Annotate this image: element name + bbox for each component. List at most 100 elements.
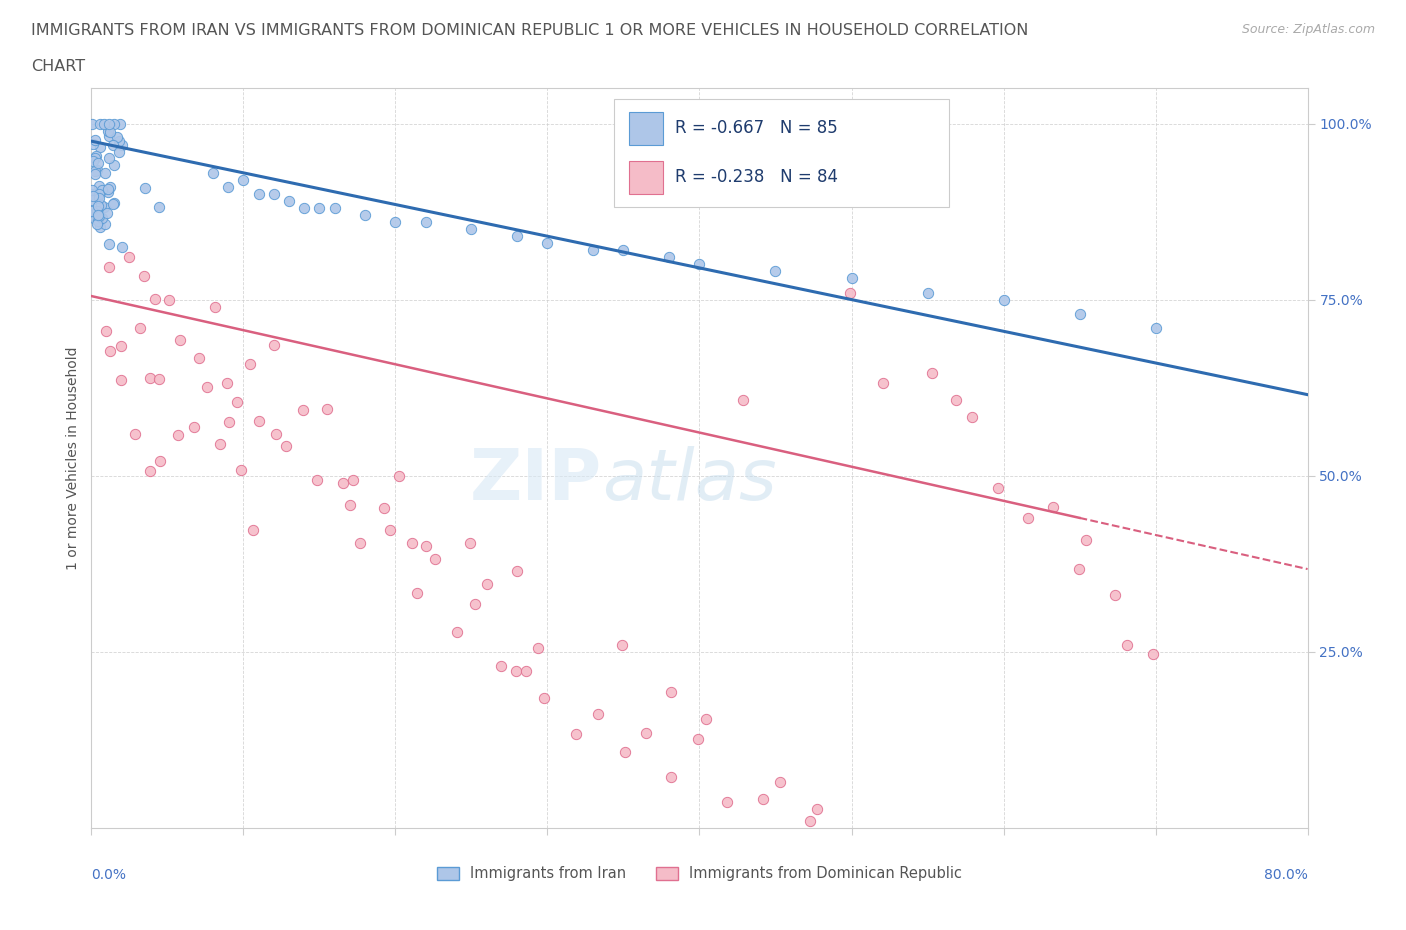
Point [94,324,117,339]
Point [388,469,411,484]
Point [91,211,114,226]
Point [118,250,141,265]
Point [157,293,180,308]
Point [384,215,406,230]
Point [634,725,657,740]
Point [458,536,481,551]
Point [342,472,364,487]
Text: R = -0.238   N = 84: R = -0.238 N = 84 [675,168,838,186]
Text: CHART: CHART [31,59,84,73]
Point [218,414,240,429]
Point [406,586,429,601]
Point [1074,532,1097,547]
Point [108,116,131,131]
Point [841,271,863,286]
Point [86,207,108,222]
Point [506,229,529,244]
Point [423,551,446,566]
Point [100,179,122,194]
Point [134,269,156,284]
Point [93,166,115,180]
Point [305,472,328,487]
Point [108,145,131,160]
Point [89,191,111,206]
Point [139,464,162,479]
Point [1069,306,1091,321]
Point [464,597,486,612]
Point [278,193,301,208]
Point [90,198,112,213]
Point [82,116,104,131]
Point [515,663,537,678]
Point [208,436,231,451]
Point [82,154,104,169]
Point [86,203,108,218]
Point [536,236,558,251]
Point [97,184,120,199]
Point [89,219,111,234]
Point [84,132,107,147]
Point [612,638,634,653]
Point [84,164,107,179]
Point [183,419,205,434]
Point [1142,646,1164,661]
Point [86,148,108,163]
Point [1104,588,1126,603]
Point [97,116,120,131]
Point [80,193,103,207]
Point [308,201,330,216]
Point [97,260,120,275]
Point [98,125,121,140]
Point [111,240,134,255]
Point [101,138,124,153]
Point [872,376,894,391]
Point [89,140,111,154]
Point [291,402,314,417]
Point [292,201,315,216]
Point [202,166,225,180]
Point [1017,511,1039,525]
Point [263,338,285,352]
Point [87,186,110,201]
Point [103,157,125,172]
Text: Source: ZipAtlas.com: Source: ZipAtlas.com [1241,23,1375,36]
Point [82,188,104,203]
Point [1042,499,1064,514]
Point [86,163,108,178]
Point [505,663,527,678]
Point [731,392,754,407]
Point [148,199,170,214]
Point [82,207,104,222]
Point [799,813,821,828]
Point [921,365,943,380]
Point [323,201,346,216]
Point [167,428,190,443]
Point [232,172,254,187]
Text: IMMIGRANTS FROM IRAN VS IMMIGRANTS FROM DOMINICAN REPUBLIC 1 OR MORE VEHICLES IN: IMMIGRANTS FROM IRAN VS IMMIGRANTS FROM … [31,23,1028,38]
Text: atlas: atlas [602,445,776,514]
Point [765,264,787,279]
Bar [628,112,664,145]
Point [139,371,162,386]
Point [105,129,128,144]
Point [148,454,170,469]
Point [349,535,371,550]
Point [1069,562,1091,577]
Point [217,179,239,194]
Point [93,216,115,231]
Legend: Immigrants from Iran, Immigrants from Dominican Republic: Immigrants from Iran, Immigrants from Do… [432,860,967,887]
Point [124,427,146,442]
Point [217,375,239,390]
Point [264,427,287,442]
Point [401,536,423,551]
Point [98,236,121,251]
Point [98,343,121,358]
Point [226,394,249,409]
Point [839,286,862,300]
Point [143,292,166,307]
Point [134,180,156,195]
Point [506,564,529,578]
Point [148,371,170,386]
Point [103,116,125,131]
Point [491,658,513,673]
